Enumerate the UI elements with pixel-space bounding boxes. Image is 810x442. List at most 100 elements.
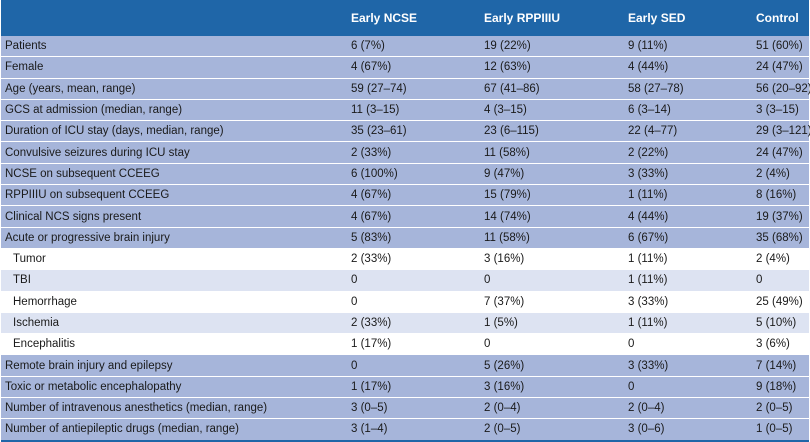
control-cell: 2 (4%) [752, 248, 809, 271]
table-row: GCS at admission (median, range) 11 (3–15… [1, 99, 809, 122]
early-ncse-cell: 5 (83%) [347, 227, 480, 249]
early-sed-cell: 6 (3–14) [624, 99, 752, 122]
header-cell-early-sed: Early SED [624, 0, 752, 36]
early-rppiiiu-cell: 2 (0–4) [480, 397, 624, 420]
control-cell: 24 (47%) [752, 56, 809, 79]
early-rppiiiu-cell: 11 (58%) [480, 227, 624, 249]
early-rppiiiu-cell: 67 (41–86) [480, 78, 624, 100]
early-rppiiiu-cell: 0 [480, 269, 624, 292]
early-ncse-cell: 35 (23–61) [347, 120, 480, 143]
early-rppiiiu-cell: 7 (37%) [480, 291, 624, 313]
early-rppiiiu-cell: 19 (22%) [480, 36, 624, 58]
table-row: Toxic or metabolic encephalopathy 1 (17%)… [1, 376, 809, 399]
row-label: Encephalitis [1, 333, 347, 356]
row-label: Duration of ICU stay (days, median, rang… [1, 120, 347, 143]
header-cell-label [1, 0, 347, 36]
early-sed-cell: 3 (33%) [624, 291, 752, 313]
table-row: Clinical NCS signs present 4 (67%) 14 (74%… [1, 205, 809, 228]
early-rppiiiu-cell: 15 (79%) [480, 184, 624, 207]
early-sed-cell: 2 (0–4) [624, 397, 752, 420]
early-sed-cell: 4 (44%) [624, 205, 752, 228]
row-label: RPPIIIU on subsequent CCEEG [1, 184, 347, 207]
early-sed-cell: 3 (33%) [624, 354, 752, 377]
table-row: Acute or progressive brain injury 5 (83%)… [1, 227, 809, 249]
row-label: TBI [1, 269, 347, 292]
control-cell: 35 (68%) [752, 227, 809, 249]
row-label: Convulsive seizures during ICU stay [1, 141, 347, 164]
early-rppiiiu-cell: 5 (26%) [480, 354, 624, 377]
row-label: Patients [1, 36, 347, 58]
control-cell: 19 (37%) [752, 205, 809, 228]
early-ncse-cell: 2 (33%) [347, 248, 480, 271]
early-ncse-cell: 3 (1–4) [347, 418, 480, 442]
row-label: GCS at admission (median, range) [1, 99, 347, 122]
control-cell: 2 (4%) [752, 163, 809, 186]
table-row: Age (years, mean, range) 59 (27–74) 67 (41… [1, 78, 810, 100]
early-rppiiiu-cell: 3 (16%) [480, 248, 624, 271]
early-sed-cell: 22 (4–77) [624, 120, 752, 143]
header-cell-control: Control [752, 0, 809, 36]
early-rppiiiu-cell: 23 (6–115) [480, 120, 624, 143]
table-row: Ischemia 2 (33%) 1 (5%) 1 (11%) 5 (10%) [1, 312, 809, 335]
row-label: Hemorrhage [1, 291, 347, 313]
early-ncse-cell: 4 (67%) [347, 205, 480, 228]
table-row: RPPIIIU on subsequent CCEEG 4 (67%) 15 (79… [1, 184, 809, 207]
control-cell: 51 (60%) [752, 36, 809, 58]
early-sed-cell: 0 [624, 376, 752, 399]
table-row: Number of intravenous anesthetics (media… [1, 397, 809, 420]
table-row: Remote brain injury and epilepsy 0 5 (26%)… [1, 354, 809, 377]
table-row: Female 4 (67%) 12 (63%) 4 (44%) 24 (47%) [1, 56, 809, 79]
header-cell-early-ncse: Early NCSE [347, 0, 480, 36]
early-sed-cell: 58 (27–78) [624, 78, 752, 100]
early-ncse-cell: 1 (17%) [347, 376, 480, 399]
control-cell: 3 (6%) [752, 333, 809, 356]
row-label: Toxic or metabolic encephalopathy [1, 376, 347, 399]
row-label: Age (years, mean, range) [1, 78, 347, 100]
early-ncse-cell: 0 [347, 269, 480, 292]
early-sed-cell: 3 (33%) [624, 163, 752, 186]
early-sed-cell: 6 (67%) [624, 227, 752, 249]
row-label: Clinical NCS signs present [1, 205, 347, 228]
row-label: Number of intravenous anesthetics (media… [1, 397, 347, 420]
control-cell: 56 (20–92) [752, 78, 810, 100]
early-ncse-cell: 1 (17%) [347, 333, 480, 356]
control-cell: 5 (10%) [752, 312, 809, 335]
early-sed-cell: 1 (11%) [624, 269, 752, 292]
row-label: Acute or progressive brain injury [1, 227, 347, 249]
early-sed-cell: 1 (11%) [624, 312, 752, 335]
table-row: NCSE on subsequent CCEEG 6 (100%) 9 (47%) 3… [1, 163, 809, 186]
row-label: Number of antiepileptic drugs (median, r… [1, 418, 347, 442]
early-ncse-cell: 4 (67%) [347, 56, 480, 79]
control-cell: 1 (0–5) [752, 418, 809, 442]
early-rppiiiu-cell: 0 [480, 333, 624, 356]
header-cell-early-rppiiiu: Early RPPIIIU [480, 0, 624, 36]
table-row: Hemorrhage 0 7 (37%) 3 (33%) 25 (49%) [1, 291, 809, 313]
control-cell: 0 [752, 269, 809, 292]
early-ncse-cell: 2 (33%) [347, 312, 480, 335]
early-rppiiiu-cell: 4 (3–15) [480, 99, 624, 122]
early-rppiiiu-cell: 3 (16%) [480, 376, 624, 399]
early-ncse-cell: 3 (0–5) [347, 397, 480, 420]
table-header: Early NCSE Early RPPIIIU Early SED Contr… [1, 0, 809, 36]
control-cell: 8 (16%) [752, 184, 809, 207]
early-rppiiiu-cell: 2 (0–5) [480, 418, 624, 442]
early-ncse-cell: 0 [347, 354, 480, 377]
early-ncse-cell: 2 (33%) [347, 141, 480, 164]
control-cell: 3 (3–15) [752, 99, 809, 122]
early-rppiiiu-cell: 1 (5%) [480, 312, 624, 335]
table-row: Patients 6 (7%) 19 (22%) 9 (11%) 51 (60%) [1, 36, 809, 58]
control-cell: 29 (3–121) [752, 120, 810, 143]
early-rppiiiu-cell: 9 (47%) [480, 163, 624, 186]
row-label: NCSE on subsequent CCEEG [1, 163, 347, 186]
table-row: Number of antiepileptic drugs (median, r… [1, 418, 809, 442]
row-label: Remote brain injury and epilepsy [1, 354, 347, 377]
early-ncse-cell: 0 [347, 291, 480, 313]
early-ncse-cell: 6 (7%) [347, 36, 480, 58]
table-row: Convulsive seizures during ICU stay 2 (33… [1, 141, 809, 164]
early-ncse-cell: 11 (3–15) [347, 99, 480, 122]
early-rppiiiu-cell: 11 (58%) [480, 141, 624, 164]
control-cell: 24 (47%) [752, 141, 809, 164]
table-row: Encephalitis 1 (17%) 0 0 3 (6%) [1, 333, 809, 356]
row-label: Female [1, 56, 347, 79]
